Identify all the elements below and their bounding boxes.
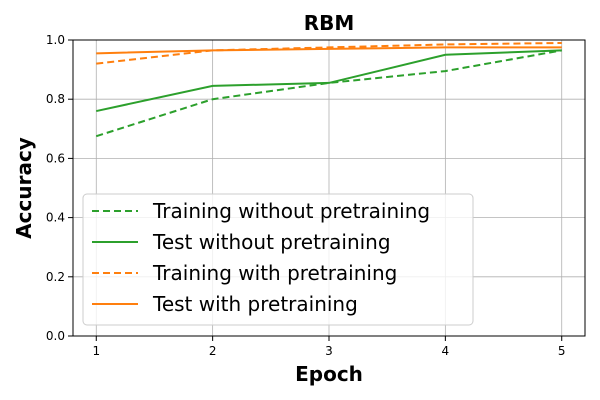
y-tick-label: 0.6 [46, 151, 65, 165]
series-line-3 [96, 41, 562, 65]
y-tick-label: 1.0 [46, 33, 65, 47]
legend-label-2: Test without pretraining [152, 230, 391, 254]
series-line-4 [96, 46, 562, 55]
x-tick-label: 4 [442, 344, 450, 358]
series-layer [95, 41, 562, 138]
ticks: 1 2 3 4 5 0.0 0.2 0.4 0.6 0.8 1.0 [46, 33, 566, 358]
series-line-1 [95, 49, 562, 138]
x-tick-label: 2 [209, 344, 217, 358]
y-tick-label: 0.8 [46, 92, 65, 106]
legend: Training without pretraining Test without… [82, 193, 474, 326]
legend-box [82, 193, 474, 326]
x-tick-label: 1 [92, 344, 100, 358]
y-axis-label: Accuracy [12, 137, 36, 239]
legend-label-1: Training without pretraining [152, 199, 430, 223]
x-tick-label: 5 [558, 344, 566, 358]
legend-label-3: Training with pretraining [152, 261, 397, 285]
y-tick-label: 0.4 [46, 211, 65, 225]
y-tick-label: 0.2 [46, 270, 65, 284]
x-axis-label: Epoch [295, 362, 363, 386]
x-tick-label: 3 [325, 344, 333, 358]
series-line-2 [96, 49, 562, 113]
y-tick-label: 0.0 [46, 329, 65, 343]
chart-title: RBM [304, 11, 355, 35]
legend-label-4: Test with pretraining [152, 292, 358, 316]
